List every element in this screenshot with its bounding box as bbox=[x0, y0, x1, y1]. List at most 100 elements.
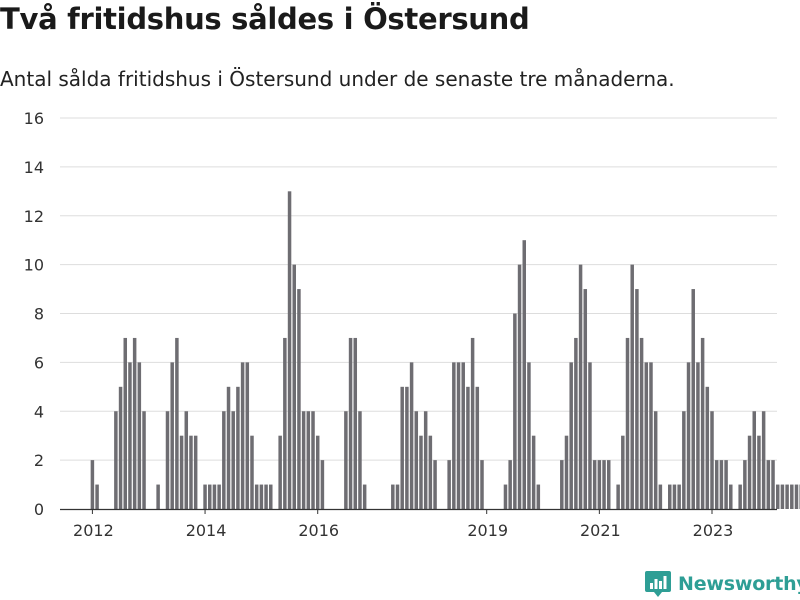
bar bbox=[747, 435, 752, 509]
axis-labels: 0246810121416220122014201620192021202320… bbox=[24, 109, 734, 540]
bar bbox=[531, 435, 536, 509]
x-tick-label: 2019 bbox=[467, 521, 508, 540]
x-tick-label: 2014 bbox=[186, 521, 227, 540]
bar bbox=[447, 460, 451, 509]
bar bbox=[156, 484, 160, 509]
bar bbox=[128, 362, 132, 509]
bar bbox=[630, 264, 634, 509]
y-tick-label: 16 bbox=[24, 109, 44, 128]
bar bbox=[236, 386, 240, 509]
bar bbox=[644, 362, 649, 509]
bar bbox=[287, 191, 292, 509]
bar bbox=[592, 460, 597, 509]
bar bbox=[245, 362, 250, 509]
bar bbox=[775, 484, 780, 509]
bar bbox=[353, 337, 358, 509]
bar bbox=[212, 484, 217, 509]
bar bbox=[625, 337, 630, 509]
bar bbox=[344, 411, 348, 509]
bar bbox=[668, 484, 672, 509]
bar bbox=[790, 484, 794, 509]
bar bbox=[785, 484, 789, 509]
bar bbox=[606, 460, 611, 509]
bar bbox=[574, 337, 578, 509]
bar bbox=[738, 484, 742, 509]
bar bbox=[259, 484, 264, 509]
bar bbox=[761, 411, 766, 509]
bar bbox=[118, 386, 123, 509]
bar bbox=[90, 460, 95, 509]
bar bbox=[757, 435, 761, 509]
bar bbox=[240, 362, 245, 509]
y-tick-label: 4 bbox=[34, 402, 44, 421]
bar bbox=[400, 386, 404, 509]
bar bbox=[419, 435, 423, 509]
bar bbox=[405, 386, 409, 509]
bar bbox=[179, 435, 184, 509]
y-tick-label: 0 bbox=[34, 500, 44, 519]
bar bbox=[283, 337, 287, 509]
bar bbox=[621, 435, 625, 509]
bar bbox=[686, 362, 691, 509]
bar bbox=[470, 337, 475, 509]
bar bbox=[653, 411, 658, 509]
bar bbox=[315, 435, 320, 509]
y-tick-label: 6 bbox=[34, 353, 44, 372]
bar bbox=[517, 264, 522, 509]
bar bbox=[696, 362, 700, 509]
bar bbox=[264, 484, 268, 509]
bar bbox=[705, 386, 710, 509]
bar bbox=[297, 289, 301, 509]
bar bbox=[672, 484, 677, 509]
bar bbox=[508, 460, 512, 509]
bar bbox=[226, 386, 231, 509]
bar bbox=[254, 484, 259, 509]
bar bbox=[564, 435, 569, 509]
brand-name: Newsworthy bbox=[678, 573, 800, 595]
bar bbox=[560, 460, 564, 509]
bar bbox=[222, 411, 226, 509]
bar bbox=[578, 264, 583, 509]
x-tick-label: 2016 bbox=[298, 521, 339, 540]
bar bbox=[588, 362, 592, 509]
bar bbox=[452, 362, 456, 509]
bar bbox=[391, 484, 395, 509]
bar bbox=[724, 460, 728, 509]
bar-chart: 0246810121416220122014201620192021202320… bbox=[24, 109, 800, 540]
gridlines bbox=[60, 117, 777, 461]
bar bbox=[522, 240, 526, 509]
bar bbox=[475, 386, 480, 509]
bar bbox=[95, 484, 99, 509]
bar bbox=[536, 484, 541, 509]
bar bbox=[132, 337, 137, 509]
bar bbox=[658, 484, 663, 509]
bar bbox=[320, 460, 325, 509]
bar bbox=[278, 435, 282, 509]
x-tick-label: 2021 bbox=[580, 521, 621, 540]
bar bbox=[466, 386, 470, 509]
y-tick-label: 2 bbox=[34, 451, 44, 470]
bar bbox=[203, 484, 207, 509]
bar bbox=[409, 362, 414, 509]
bar bbox=[700, 337, 705, 509]
y-tick-label: 8 bbox=[34, 305, 44, 324]
bar bbox=[714, 460, 719, 509]
bar bbox=[597, 460, 602, 509]
bar bbox=[583, 289, 588, 509]
bar bbox=[250, 435, 254, 509]
bar bbox=[649, 362, 653, 509]
bar bbox=[165, 411, 170, 509]
bar bbox=[395, 484, 400, 509]
bar bbox=[480, 460, 484, 509]
bar bbox=[193, 435, 198, 509]
bar bbox=[503, 484, 508, 509]
bar bbox=[423, 411, 428, 509]
bar bbox=[208, 484, 212, 509]
bar bbox=[362, 484, 367, 509]
bar bbox=[639, 337, 644, 509]
bar bbox=[635, 289, 639, 509]
bar bbox=[358, 411, 362, 509]
newsworthy-logo-icon bbox=[645, 571, 671, 597]
y-tick-label: 12 bbox=[24, 207, 44, 226]
x-axis bbox=[60, 508, 777, 514]
